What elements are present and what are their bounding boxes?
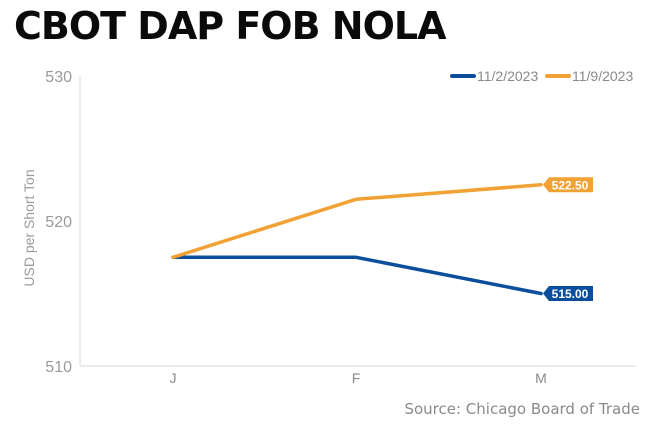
end-label-value: 515.00 <box>552 287 589 301</box>
x-tick-label: F <box>352 370 361 386</box>
y-tick-label: 530 <box>45 69 72 86</box>
legend-label-2: 11/9/2023 <box>572 68 633 84</box>
series-line-2 <box>171 183 543 260</box>
x-tick-label: M <box>535 370 547 386</box>
series-lines <box>171 183 543 296</box>
series-line-1 <box>171 255 543 296</box>
legend-item-2: 11/9/2023 <box>545 68 633 84</box>
end-label-tag <box>543 177 593 193</box>
y-tick-label: 510 <box>45 359 72 376</box>
end-label-1: 515.00 <box>543 286 593 301</box>
chart-title: CBOT DAP FOB NOLA <box>14 4 447 48</box>
end-label-value: 522.50 <box>552 178 589 192</box>
y-tick-label: 520 <box>45 214 72 231</box>
y-axis-label: USD per Short Ton <box>21 169 37 286</box>
legend-label-1: 11/2/2023 <box>477 68 538 84</box>
end-label-2: 522.50 <box>543 177 593 193</box>
x-tick-label: J <box>170 370 177 386</box>
source-note: Source: Chicago Board of Trade <box>404 400 640 418</box>
end-label-tag <box>543 286 593 301</box>
legend: 11/2/2023 11/9/2023 <box>450 68 633 84</box>
legend-item-1: 11/2/2023 <box>450 68 538 84</box>
y-tick-labels: 530 520 510 <box>45 69 72 376</box>
axes <box>79 76 636 367</box>
end-labels: 515.00 522.50 <box>543 177 593 301</box>
